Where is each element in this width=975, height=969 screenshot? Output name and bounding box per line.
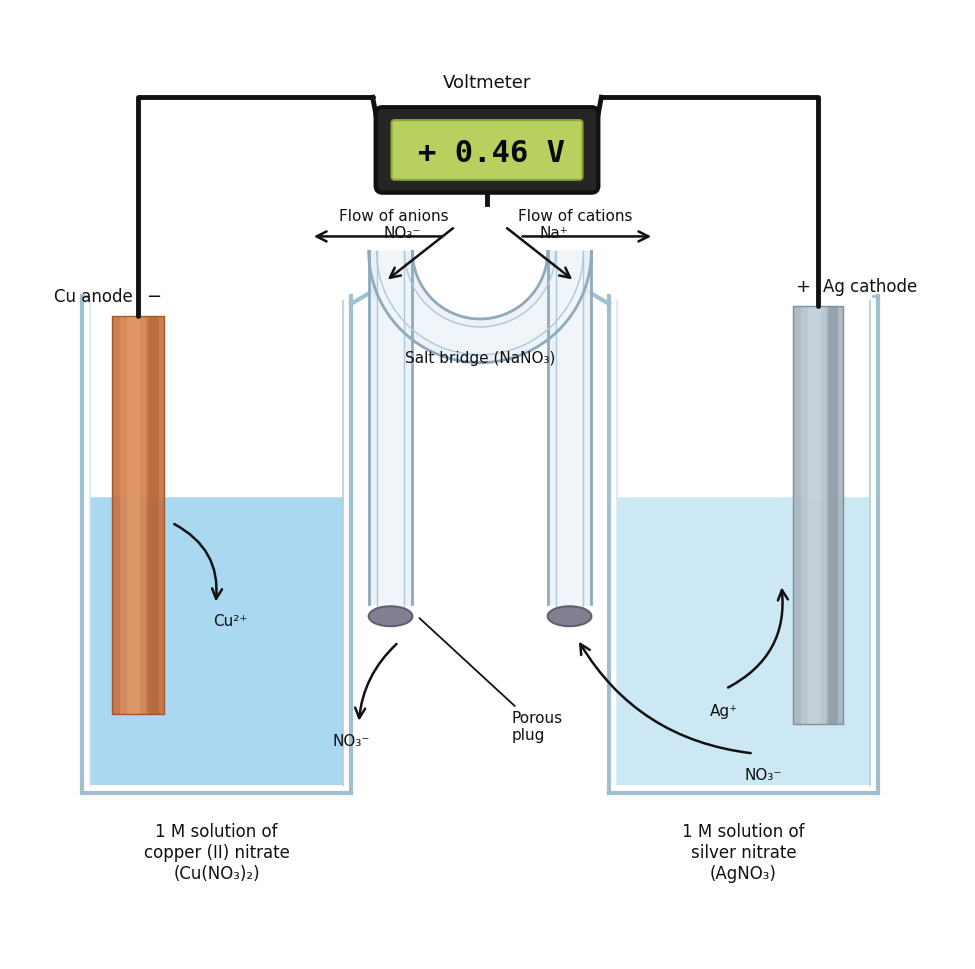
Text: Ag cathode: Ag cathode (823, 278, 917, 297)
Text: Flow of cations: Flow of cations (518, 209, 633, 225)
FancyBboxPatch shape (392, 120, 582, 180)
Text: Flow of anions: Flow of anions (338, 209, 448, 225)
Text: 1 M solution of
silver nitrate
(AgNO₃): 1 M solution of silver nitrate (AgNO₃) (682, 823, 804, 883)
Text: +: + (796, 278, 810, 297)
Text: + 0.46 V: + 0.46 V (418, 140, 566, 169)
Bar (112, 316, 164, 714)
FancyBboxPatch shape (375, 108, 599, 193)
Text: NO₃⁻: NO₃⁻ (745, 768, 782, 783)
Ellipse shape (548, 607, 592, 626)
Bar (112, 316, 164, 714)
Text: NO₃⁻: NO₃⁻ (383, 226, 420, 241)
Polygon shape (376, 251, 583, 355)
Bar (148, 316, 159, 714)
Text: Ag⁺: Ag⁺ (710, 703, 738, 719)
Polygon shape (369, 251, 592, 362)
Bar (808, 306, 821, 724)
Bar (828, 306, 838, 724)
Bar (120, 316, 146, 714)
Bar (801, 306, 826, 724)
Text: NO₃⁻: NO₃⁻ (332, 734, 370, 749)
Bar (794, 306, 843, 724)
Text: Salt bridge (NaNO₃): Salt bridge (NaNO₃) (405, 351, 555, 365)
Text: Cu²⁺: Cu²⁺ (214, 614, 248, 629)
Bar (91, 495, 343, 785)
Text: Na⁺: Na⁺ (540, 226, 568, 241)
Bar (617, 495, 870, 785)
Text: Cu anode: Cu anode (55, 288, 133, 306)
Text: Porous
plug: Porous plug (419, 618, 563, 743)
Text: 1 M solution of
copper (II) nitrate
(Cu(NO₃)₂): 1 M solution of copper (II) nitrate (Cu(… (143, 823, 290, 883)
Bar (794, 306, 843, 724)
Bar (127, 316, 140, 714)
Text: Voltmeter: Voltmeter (443, 75, 531, 92)
Text: −: − (146, 288, 161, 306)
Ellipse shape (369, 607, 412, 626)
